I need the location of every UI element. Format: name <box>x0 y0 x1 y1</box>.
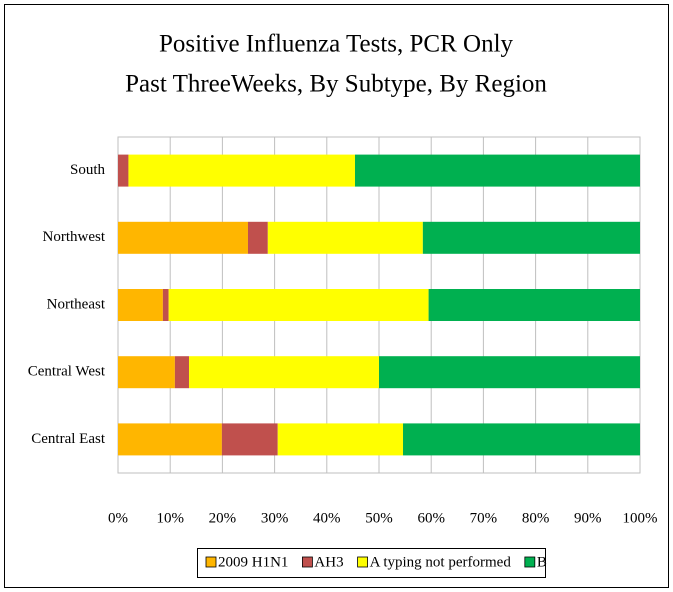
bar-segment <box>428 289 640 321</box>
legend-label: AH3 <box>314 554 343 570</box>
bar-segment <box>162 289 169 321</box>
x-tick-label: 80% <box>522 510 550 526</box>
bar-segment <box>267 221 423 254</box>
legend-label: A typing not performed <box>370 554 512 570</box>
bar-segment <box>118 221 248 254</box>
bar-segment <box>422 221 640 254</box>
x-tick-label: 70% <box>470 510 498 526</box>
x-tick-label: 10% <box>156 510 184 526</box>
legend-label: B <box>537 554 547 570</box>
legend-label: 2009 H1N1 <box>218 554 288 570</box>
bar-segment <box>174 356 189 389</box>
bar-segment <box>247 221 268 254</box>
legend-box <box>197 548 546 578</box>
chart-subtitle: Past ThreeWeeks, By Subtype, By Region <box>125 71 547 98</box>
bar-segment <box>403 423 640 456</box>
bar-segment <box>118 289 163 321</box>
x-tick-label: 60% <box>417 510 445 526</box>
bar-segment <box>277 423 404 456</box>
bar-segment <box>188 356 379 389</box>
x-tick-label: 50% <box>365 510 393 526</box>
x-tick-label: 40% <box>313 510 341 526</box>
bar-segment <box>118 356 175 389</box>
legend-swatch <box>524 556 536 568</box>
bar-segment <box>379 356 640 389</box>
chart-title: Positive Influenza Tests, PCR Only <box>159 31 514 58</box>
y-tick-label: Northwest <box>43 229 106 245</box>
bar-segment <box>221 423 278 456</box>
bar-segment <box>118 423 222 456</box>
bar-segment <box>354 154 640 187</box>
legend-swatch <box>205 556 217 568</box>
x-tick-label: 90% <box>574 510 602 526</box>
y-tick-label: South <box>70 162 106 178</box>
bar-segment <box>128 154 355 187</box>
x-tick-label: 100% <box>623 510 658 526</box>
bar-segment <box>168 289 429 321</box>
y-tick-label: Central East <box>31 431 106 447</box>
x-tick-label: 20% <box>209 510 237 526</box>
x-tick-label: 30% <box>261 510 289 526</box>
y-tick-label: Central West <box>28 364 106 380</box>
x-tick-label: 0% <box>108 510 128 526</box>
legend-swatch <box>357 556 368 568</box>
bar-segment <box>118 154 129 187</box>
legend-swatch <box>302 556 313 568</box>
y-tick-label: Northeast <box>47 296 106 312</box>
